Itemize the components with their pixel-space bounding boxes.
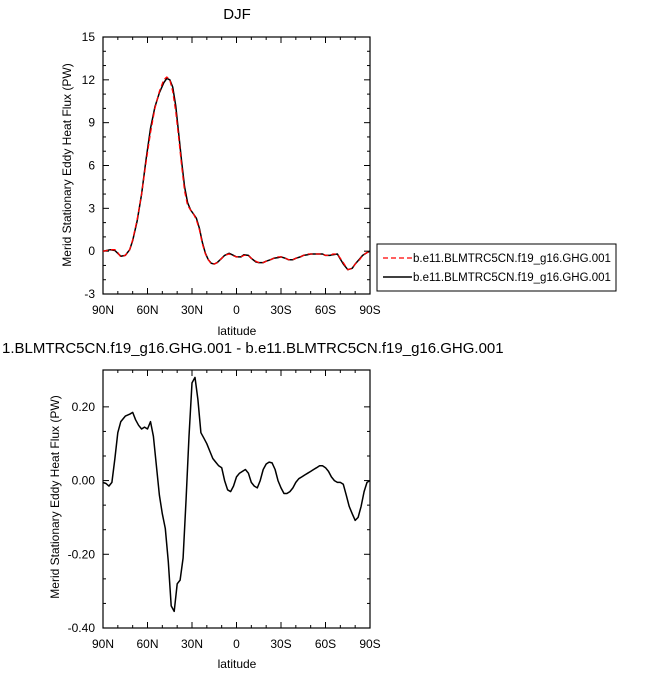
series-line-bottom-1 (102, 376, 371, 613)
plot-lines-bottom (102, 376, 371, 613)
x-tick-labels-bottom: 90N 60N 30N 0 30S 60S 90S (92, 637, 381, 651)
legend-label-2: b.e11.BLMTRC5CN.f19_g16.GHG.001 (413, 272, 611, 284)
x-tick-label: 30S (270, 637, 291, 651)
series-line-top-1 (102, 76, 371, 271)
plot-border-bottom (102, 369, 371, 629)
y-tick-label: 0.20 (72, 400, 96, 414)
y-tick-label: 15 (82, 30, 96, 44)
x-tick-label: 90S (359, 303, 380, 317)
x-tick-label: 0 (233, 637, 240, 651)
y-tick-label: 3 (88, 201, 95, 215)
chart-title-bottom: 1.BLMTRC5CN.f19_g16.GHG.001 - b.e11.BLMT… (2, 340, 504, 357)
y-tick-labels-bottom: -0.40 -0.20 0.00 0.20 (68, 400, 96, 635)
y-tick-labels-top: -3 0 3 6 9 12 15 (82, 30, 96, 301)
y-tick-label: 12 (82, 73, 96, 87)
legend: b.e11.BLMTRC5CN.f19_g16.GHG.001 b.e11.BL… (376, 243, 617, 292)
plot-lines-top (102, 76, 371, 271)
x-tick-label: 30N (181, 303, 203, 317)
x-tick-label: 60S (315, 303, 336, 317)
x-axis-label-top: latitude (218, 324, 257, 338)
y-axis-label-bottom: Merid Stationary Eddy Heat Flux (PW) (48, 395, 62, 598)
series-line-top-2 (102, 77, 371, 271)
x-tick-labels-top: 90N 60N 30N 0 30S 60S 90S (92, 303, 381, 317)
chart-title-top: DJF (223, 6, 251, 23)
x-axis-label-bottom: latitude (218, 657, 257, 671)
y-tick-label: 0 (88, 244, 95, 258)
x-tick-label: 30S (270, 303, 291, 317)
x-tick-label: 90N (92, 303, 114, 317)
chart-panel-bottom: 1.BLMTRC5CN.f19_g16.GHG.001 - b.e11.BLMT… (2, 340, 504, 671)
x-tick-label: 90S (359, 637, 380, 651)
legend-box (376, 243, 617, 292)
x-tick-label: 0 (233, 303, 240, 317)
x-tick-label: 90N (92, 637, 114, 651)
plot-frame-bottom (102, 369, 371, 629)
legend-label-1: b.e11.BLMTRC5CN.f19_g16.GHG.001 (413, 253, 611, 265)
y-tick-label: 6 (88, 159, 95, 173)
y-tick-label: -3 (84, 287, 95, 301)
chart-panel-top: DJF -3 0 3 6 9 12 15 90N 60N 30N 0 30S 60S 90S latit… (60, 6, 617, 338)
x-tick-label: 60S (315, 637, 336, 651)
y-tick-label: -0.40 (68, 621, 96, 635)
x-tick-label: 60N (136, 303, 158, 317)
plot-frame-top (102, 36, 371, 295)
x-tick-label: 60N (136, 637, 158, 651)
x-tick-label: 30N (181, 637, 203, 651)
y-tick-label: -0.20 (68, 547, 96, 561)
y-tick-label: 0.00 (72, 474, 96, 488)
y-axis-label-top: Merid Stationary Eddy Heat Flux (PW) (60, 63, 74, 266)
y-tick-label: 9 (88, 116, 95, 130)
